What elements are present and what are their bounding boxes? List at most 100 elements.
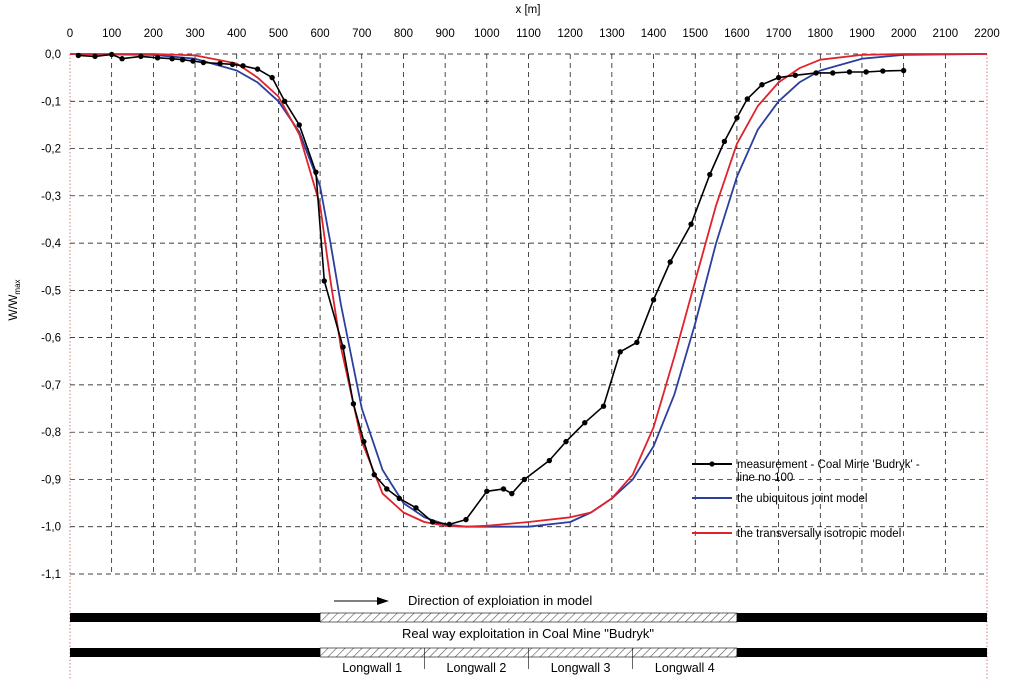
legend-marker-measurement [709, 461, 715, 467]
data-point [744, 96, 751, 102]
data-point [734, 115, 740, 121]
y-tick-label: -0,4 [41, 238, 61, 250]
model-exploitation-caption: Direction of exploiation in model [408, 593, 592, 608]
data-point [396, 495, 402, 502]
real-exploitation-caption: Real way exploitation in Coal Mine "Budr… [402, 626, 654, 641]
data-point [846, 69, 853, 75]
series-lines [69, 51, 988, 528]
x-tick-label: 900 [436, 28, 455, 40]
x-tick-label: 2200 [974, 28, 1000, 40]
y-tick-label: -1,0 [41, 522, 61, 534]
data-point [813, 70, 819, 76]
y-tick-label: 0,0 [45, 49, 61, 61]
series-line-2 [70, 53, 987, 528]
x-tick-label: 1800 [807, 28, 833, 40]
solid-segment [736, 613, 987, 622]
data-point [688, 221, 694, 227]
x-tick-label: 400 [227, 28, 246, 40]
hatched-segment [319, 612, 738, 623]
data-point [321, 278, 327, 284]
x-tick-label: 1400 [641, 28, 667, 40]
legend-label-measurement-line1: measurement - Coal Mine 'Budryk' - [737, 459, 920, 471]
data-point [759, 82, 765, 88]
y-tick-label: -0,7 [41, 380, 61, 392]
x-tick-label: 1500 [682, 28, 708, 40]
data-point [217, 60, 223, 67]
x-tick-label: 2000 [891, 28, 917, 40]
data-point [384, 486, 390, 492]
x-tick-label: 2100 [933, 28, 959, 40]
x-tick-label: 1200 [557, 28, 583, 40]
x-tick-label: 300 [185, 28, 204, 40]
longwall-label: Longwall 4 [655, 661, 715, 675]
data-point [634, 339, 640, 346]
grid-lines [69, 53, 988, 680]
data-point [775, 74, 782, 81]
y-axis-label-sub: max [13, 279, 22, 294]
data-point [154, 55, 161, 61]
data-point [254, 66, 261, 72]
y-tick-label: -0,8 [41, 427, 61, 439]
data-point [229, 61, 236, 68]
data-point [563, 438, 569, 445]
data-point [75, 52, 82, 59]
x-tick-label: 700 [352, 28, 371, 40]
data-point [350, 401, 357, 407]
y-tick-label: -0,6 [41, 333, 61, 345]
longwall-label: Longwall 1 [342, 661, 402, 675]
longwall-label: Longwall 2 [447, 661, 507, 675]
legend-label-transversal: the transversally isotropic model [737, 528, 901, 540]
y-axis-label-main: W/W [6, 294, 20, 321]
x-tick-label: 100 [102, 28, 121, 40]
x-tick-label: 800 [394, 28, 413, 40]
data-point [340, 344, 346, 350]
data-point [446, 521, 453, 528]
data-point [240, 63, 246, 69]
svg-text:W/Wmax: W/Wmax [6, 279, 22, 320]
y-tick-label: -0,5 [41, 285, 61, 297]
data-point [119, 56, 125, 62]
x-tick-label: 1700 [766, 28, 792, 40]
data-point [413, 505, 419, 511]
data-point [880, 68, 886, 74]
data-point [600, 403, 607, 409]
data-point [200, 59, 207, 66]
series-line-0 [78, 53, 904, 526]
data-point [900, 67, 907, 74]
x-tick-labels: 0 100 200 300 400 500 600 700 800 900 1000 1100 1200… [67, 28, 1000, 40]
data-point [484, 488, 490, 494]
data-point [863, 69, 869, 75]
direction-arrow-head [377, 597, 389, 605]
data-point [179, 56, 186, 63]
solid-segment [736, 648, 987, 657]
data-point [269, 74, 275, 81]
data-point [667, 259, 673, 265]
data-point [296, 122, 302, 128]
legend-label-measurement-line2: line no 100 [737, 472, 793, 484]
data-point [509, 490, 515, 497]
x-tick-label: 200 [144, 28, 163, 40]
data-point [190, 58, 196, 64]
x-tick-label: 0 [67, 28, 73, 40]
solid-segment [70, 648, 321, 657]
data-point [108, 51, 115, 58]
x-tick-label: 1300 [599, 28, 625, 40]
legend-label-ubiquitous: the ubiquitous joint model [737, 493, 867, 505]
x-tick-label: 600 [310, 28, 329, 40]
legend: measurement - Coal Mine 'Budryk' - line … [692, 459, 920, 540]
y-axis-label: W/Wmax [6, 279, 22, 320]
data-point [521, 476, 528, 483]
data-point [138, 53, 144, 60]
data-point [463, 516, 469, 523]
data-point [830, 70, 836, 76]
x-tick-label: 1100 [516, 28, 541, 40]
data-point [169, 56, 175, 62]
solid-segment [70, 613, 321, 622]
data-point [361, 438, 367, 445]
y-tick-label: -0,9 [41, 474, 61, 486]
data-point [650, 297, 657, 303]
data-point [500, 486, 507, 492]
data-point [792, 72, 798, 78]
x-tick-label: 1600 [724, 28, 750, 40]
